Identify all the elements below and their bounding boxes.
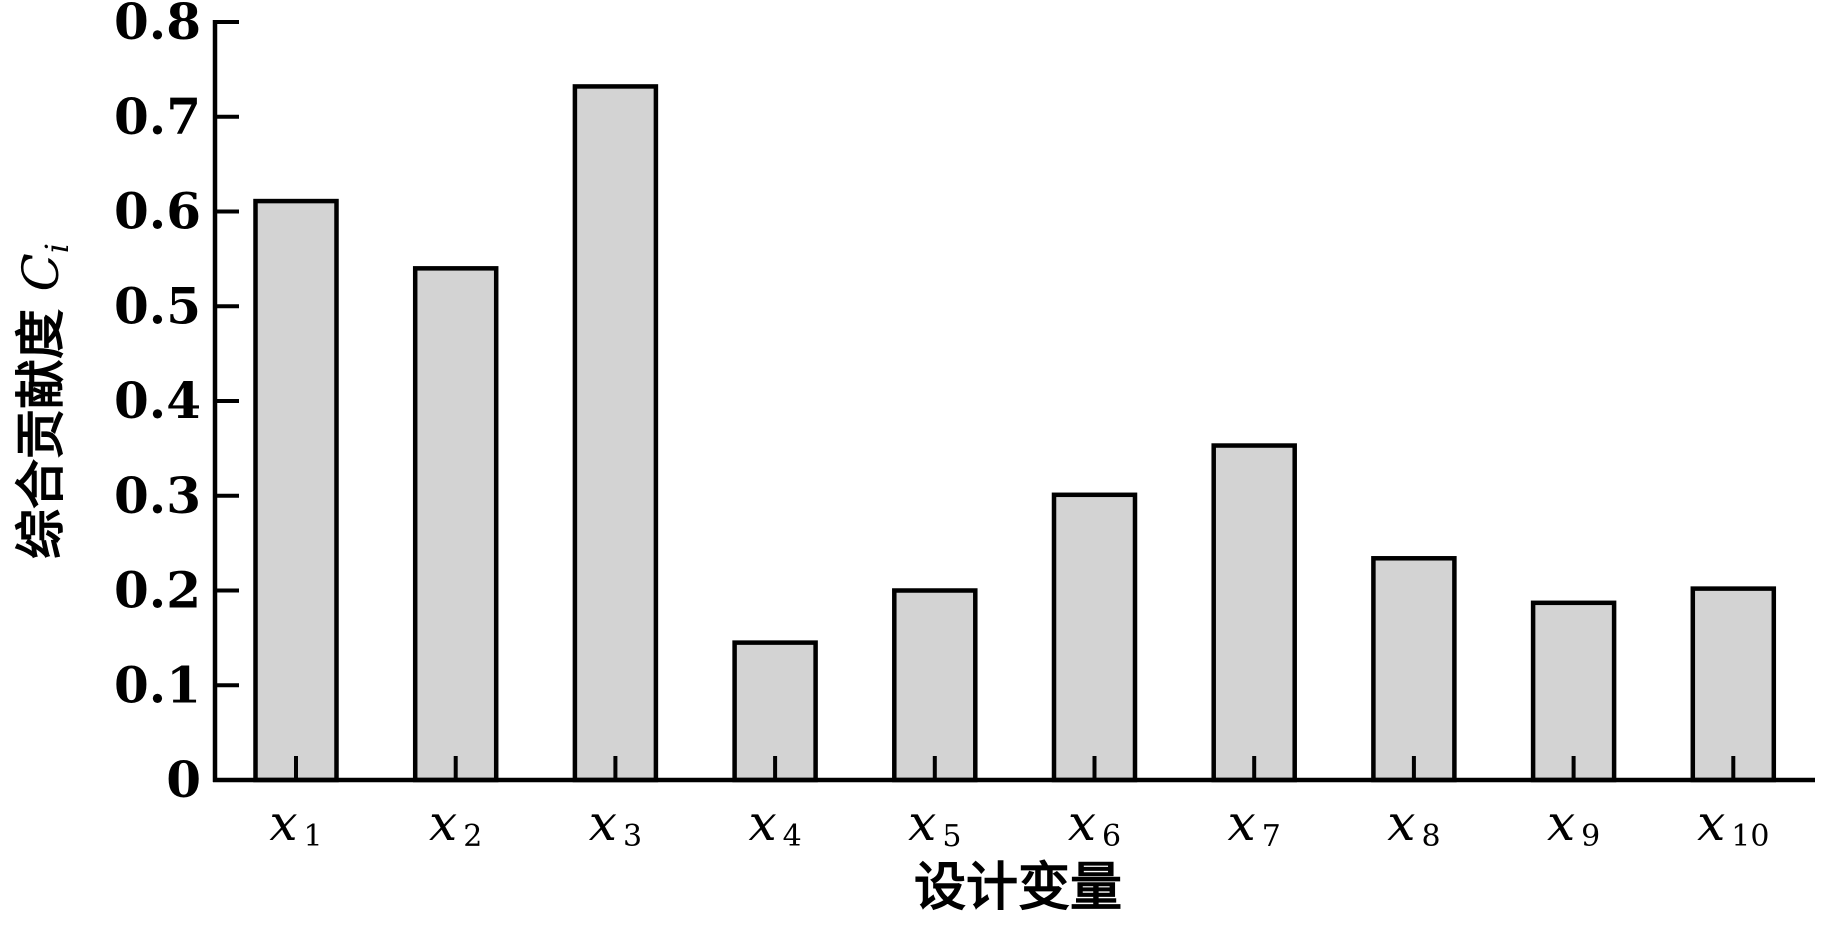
bar <box>892 588 978 783</box>
bar <box>572 84 659 783</box>
bar <box>1371 556 1457 783</box>
bar <box>1051 492 1138 783</box>
bar <box>1211 443 1297 783</box>
y-tick-label: 0.2 <box>114 561 201 620</box>
y-tick-label: 0.6 <box>114 182 201 241</box>
bar <box>412 266 499 783</box>
y-tick-label: 0.7 <box>114 87 201 146</box>
y-tick-label: 0 <box>166 750 201 809</box>
y-tick-label: 0.3 <box>114 466 201 525</box>
bar <box>1690 586 1777 783</box>
y-tick-label: 0.1 <box>114 655 201 714</box>
bar <box>253 198 339 783</box>
y-axis-label: 综合贡献度 Ci <box>11 243 76 559</box>
y-tick-label: 0.4 <box>114 371 201 430</box>
y-tick-label: 0.5 <box>114 276 201 335</box>
bar <box>1530 600 1617 783</box>
x-tick-label: x 10 <box>1697 794 1769 854</box>
y-tick-label: 0.8 <box>114 0 201 51</box>
x-axis-label: 设计变量 <box>914 857 1122 918</box>
